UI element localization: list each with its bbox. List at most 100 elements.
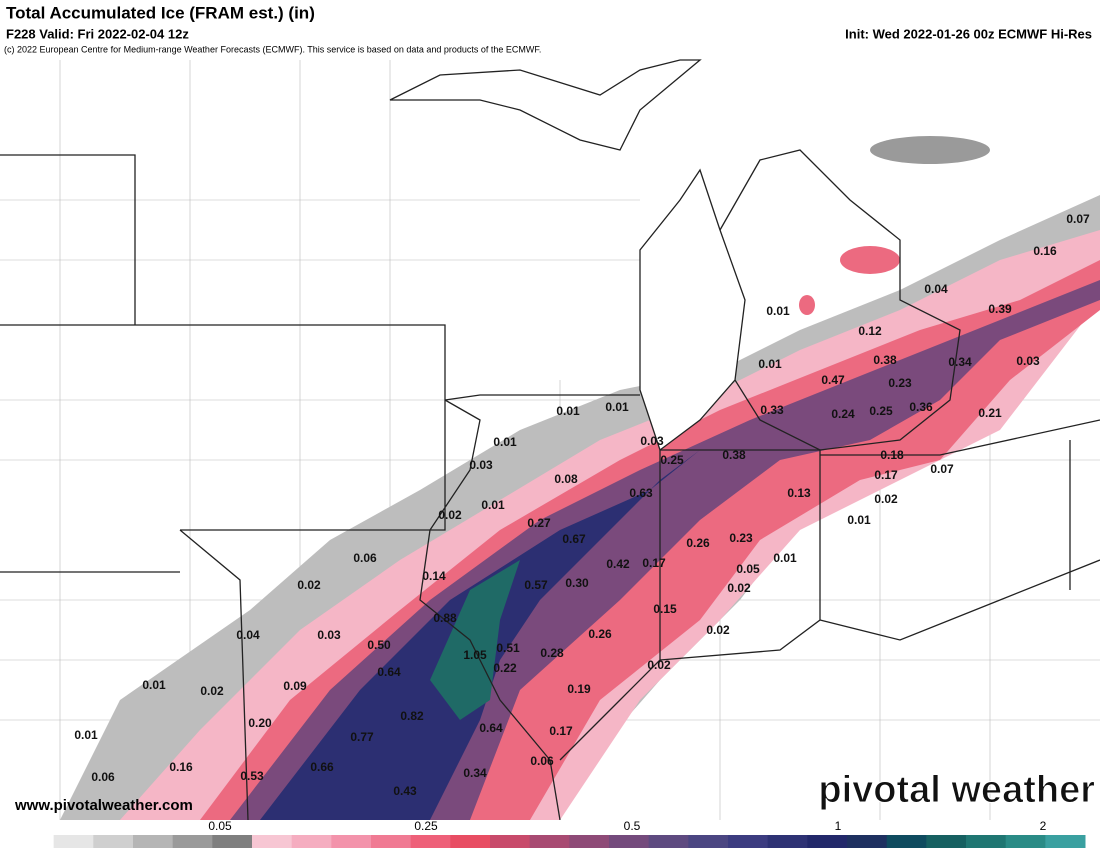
colorbar-swatch <box>291 835 332 848</box>
point-label: 0.17 <box>642 556 666 570</box>
colorbar-swatch <box>966 835 1007 848</box>
point-label: 0.02 <box>647 658 671 672</box>
point-labels: 0.070.160.040.390.010.120.38 0.34 0.030.01… <box>74 212 1090 798</box>
point-label: 0.02 <box>200 684 224 698</box>
point-label: 0.63 <box>629 486 653 500</box>
colorbar-label: 0.5 <box>624 819 641 833</box>
point-label: 0.25 <box>869 404 893 418</box>
point-label: 0.57 <box>524 578 548 592</box>
point-label: 0.24 <box>831 407 855 421</box>
colorbar-swatch <box>133 835 174 848</box>
point-label: 0.03 <box>317 628 341 642</box>
point-label: 0.33 <box>760 403 784 417</box>
colorbar-swatch <box>53 835 94 848</box>
point-label: 0.01 <box>758 357 782 371</box>
point-label: 0.03 <box>1016 354 1040 368</box>
point-label: 0.01 <box>766 304 790 318</box>
point-label: 0.20 <box>248 716 272 730</box>
point-label: 0.06 <box>353 551 377 565</box>
point-label: 0.04 <box>236 628 260 642</box>
point-label: 0.36 <box>909 400 933 414</box>
point-label: 0.30 <box>565 576 589 590</box>
point-label: 0.02 <box>438 508 462 522</box>
point-label: 0.13 <box>787 486 811 500</box>
point-label: 0.66 <box>310 760 334 774</box>
point-label: 0.01 <box>481 498 505 512</box>
point-label: 0.17 <box>549 724 573 738</box>
point-label: 0.51 <box>496 641 520 655</box>
point-label: 0.53 <box>240 769 264 783</box>
point-label: 0.34 <box>463 766 487 780</box>
colorbar-swatch <box>569 835 610 848</box>
credit: (c) 2022 European Centre for Medium-rang… <box>4 44 541 54</box>
point-label: 0.12 <box>858 324 882 338</box>
point-label: 0.77 <box>350 730 374 744</box>
colorbar-swatch <box>926 835 967 848</box>
colorbar-swatch <box>14 835 55 848</box>
point-label: 0.23 <box>729 531 753 545</box>
point-label: 0.23 <box>888 376 912 390</box>
point-label: 0.01 <box>556 404 580 418</box>
colorbar-swatch <box>490 835 531 848</box>
point-label: 0.07 <box>1066 212 1090 226</box>
point-label: 0.88 <box>433 611 457 625</box>
point-label: 0.64 <box>479 721 503 735</box>
colorbar-label: 1 <box>835 819 842 833</box>
point-label: 0.39 <box>988 302 1012 316</box>
state-borders <box>0 59 1100 821</box>
point-label: 0.01 <box>773 551 797 565</box>
colorbar-swatch <box>172 835 213 848</box>
init-time: Init: Wed 2022-01-26 00z ECMWF Hi-Res <box>845 26 1092 41</box>
point-label: 0.50 <box>367 638 391 652</box>
colorbar-swatch <box>767 835 808 848</box>
title: Total Accumulated Ice (FRAM est.) (in) <box>6 3 315 22</box>
point-label: 0.02 <box>706 623 730 637</box>
point-label: 0.01 <box>493 435 517 449</box>
colorbar-swatch <box>886 835 927 848</box>
colorbar-swatch <box>807 835 848 848</box>
point-label: 0.28 <box>540 646 564 660</box>
colorbar-swatch <box>331 835 372 848</box>
colorbar-swatch <box>410 835 451 848</box>
map: 0.070.160.040.390.010.120.38 0.34 0.030.01… <box>0 50 1100 821</box>
colorbar-swatch <box>609 835 650 848</box>
point-label: 0.06 <box>530 754 554 768</box>
ice-band <box>60 136 1100 820</box>
colorbar-swatch <box>1045 835 1086 848</box>
point-label: 0.08 <box>554 472 578 486</box>
point-label: 0.38 <box>722 448 746 462</box>
point-label: 0.64 <box>377 665 401 679</box>
point-label: 0.18 <box>880 448 904 462</box>
point-label: 0.82 <box>400 709 424 723</box>
point-label: 0.38 <box>873 353 897 367</box>
point-label: 0.16 <box>169 760 193 774</box>
point-label: 1.05 <box>463 648 487 662</box>
colorbar: 0.05 0.25 0.5 1 2 <box>14 819 1086 848</box>
point-label: 0.01 <box>74 728 98 742</box>
point-label: 0.01 <box>847 513 871 527</box>
colorbar-swatch <box>688 835 729 848</box>
colorbar-label: 0.05 <box>208 819 232 833</box>
point-label: 0.01 <box>605 400 629 414</box>
valid-time: F228 Valid: Fri 2022-02-04 12z <box>6 26 189 41</box>
colorbar-swatch <box>93 835 134 848</box>
point-label: 0.27 <box>527 516 551 530</box>
site: www.pivotalweather.com <box>14 797 193 814</box>
point-label: 0.06 <box>91 770 115 784</box>
point-label: 0.43 <box>393 784 417 798</box>
point-label: 0.02 <box>297 578 321 592</box>
point-label: 0.34 <box>948 355 972 369</box>
point-label: 0.16 <box>1033 244 1057 258</box>
point-label: 0.05 <box>736 562 760 576</box>
point-label: 0.22 <box>493 661 517 675</box>
colorbar-swatch <box>847 835 888 848</box>
colorbar-swatch <box>1005 835 1046 848</box>
point-label: 0.67 <box>562 532 586 546</box>
point-label: 0.03 <box>469 458 493 472</box>
point-label: 0.26 <box>686 536 710 550</box>
logo: pivotal weather <box>818 769 1095 811</box>
colorbar-swatch <box>212 835 253 848</box>
point-label: 0.25 <box>660 453 684 467</box>
colorbar-swatch <box>450 835 491 848</box>
